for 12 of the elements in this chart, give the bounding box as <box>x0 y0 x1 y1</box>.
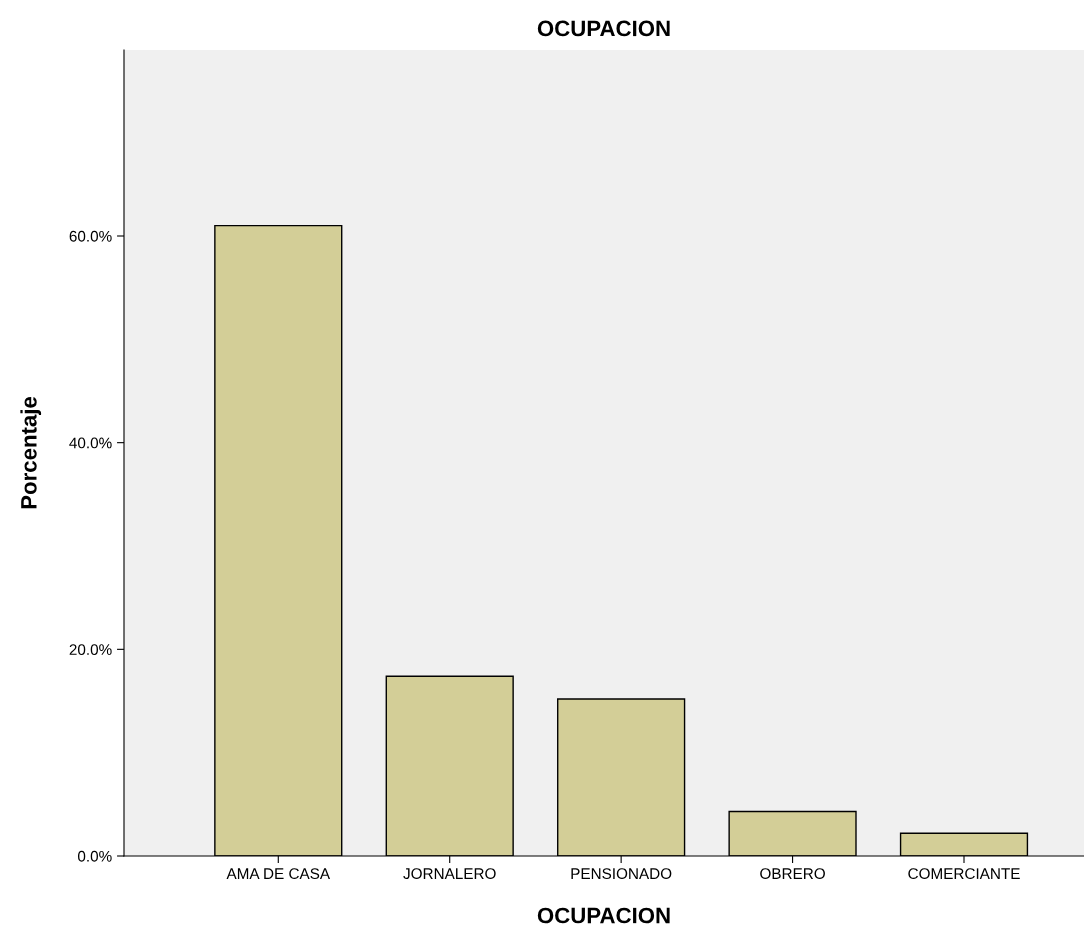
y-axis-title: Porcentaje <box>20 396 42 509</box>
x-tick-label: JORNALERO <box>403 868 496 880</box>
x-tick-label: COMERCIANTE <box>908 868 1020 880</box>
y-tick-label: 40.0% <box>69 437 112 449</box>
y-tick-label: 0.0% <box>77 850 112 862</box>
x-tick-label: PENSIONADO <box>571 868 672 880</box>
y-tick-label: 60.0% <box>69 230 112 242</box>
y-tick-label: 20.0% <box>69 644 112 656</box>
x-tick-label: OBRERO <box>760 868 825 880</box>
chart-title: OCUPACION <box>537 20 670 37</box>
x-tick-label: AMA DE CASA <box>226 868 331 880</box>
x-axis-title: OCUPACION <box>537 907 670 924</box>
